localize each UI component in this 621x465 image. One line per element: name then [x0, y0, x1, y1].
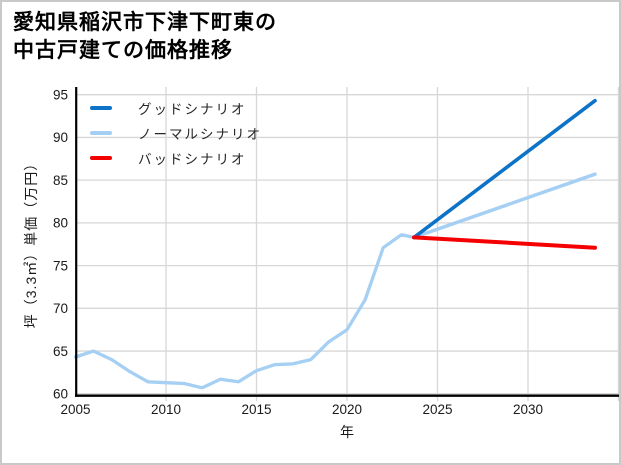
series-line-forecast-normal — [412, 172, 597, 240]
chart-title-line2: 中古戸建ての価格推移 — [13, 39, 233, 62]
x-tick-label: 2030 — [513, 402, 543, 417]
series-line-history-normal — [73, 233, 416, 390]
legend-item-normal: ノーマルシナリオ — [90, 120, 262, 145]
legend-label-good: グッドシナリオ — [138, 101, 247, 117]
legend-item-good: グッドシナリオ — [90, 95, 262, 120]
legend-item-bad: バッドシナリオ — [90, 145, 262, 170]
legend: グッドシナリオ ノーマルシナリオ バッドシナリオ — [90, 95, 262, 170]
chart-title: 愛知県稲沢市下津下町東の 中古戸建ての価格推移 — [13, 9, 277, 65]
legend-swatch-normal-icon — [90, 130, 112, 135]
y-tick-label: 65 — [53, 344, 68, 359]
y-tick-label: 95 — [53, 87, 68, 102]
legend-label-bad: バッドシナリオ — [138, 151, 247, 167]
x-tick-label: 2010 — [151, 402, 181, 417]
legend-label-normal: ノーマルシナリオ — [138, 126, 262, 142]
y-tick-label: 60 — [53, 387, 68, 402]
y-tick-label: 85 — [53, 173, 68, 188]
x-tick-label: 2015 — [241, 402, 271, 417]
x-tick-label: 2025 — [422, 402, 452, 417]
y-tick-label: 70 — [53, 301, 68, 316]
x-tick-label: 2005 — [60, 402, 90, 417]
y-tick-label: 80 — [53, 216, 68, 231]
series-line-forecast-good — [412, 98, 597, 240]
y-tick-label: 90 — [53, 130, 68, 145]
y-tick-label: 75 — [53, 258, 68, 273]
x-tick-label: 2020 — [332, 402, 362, 417]
x-axis-label: 年 — [340, 424, 354, 440]
y-axis-label: 坪（3.3㎡）単価（万円） — [23, 155, 39, 329]
chart-title-line1: 愛知県稲沢市下津下町東の — [13, 11, 277, 34]
series-line-forecast-bad — [412, 235, 597, 250]
legend-swatch-good-icon — [90, 105, 112, 110]
legend-swatch-bad-icon — [90, 155, 112, 160]
